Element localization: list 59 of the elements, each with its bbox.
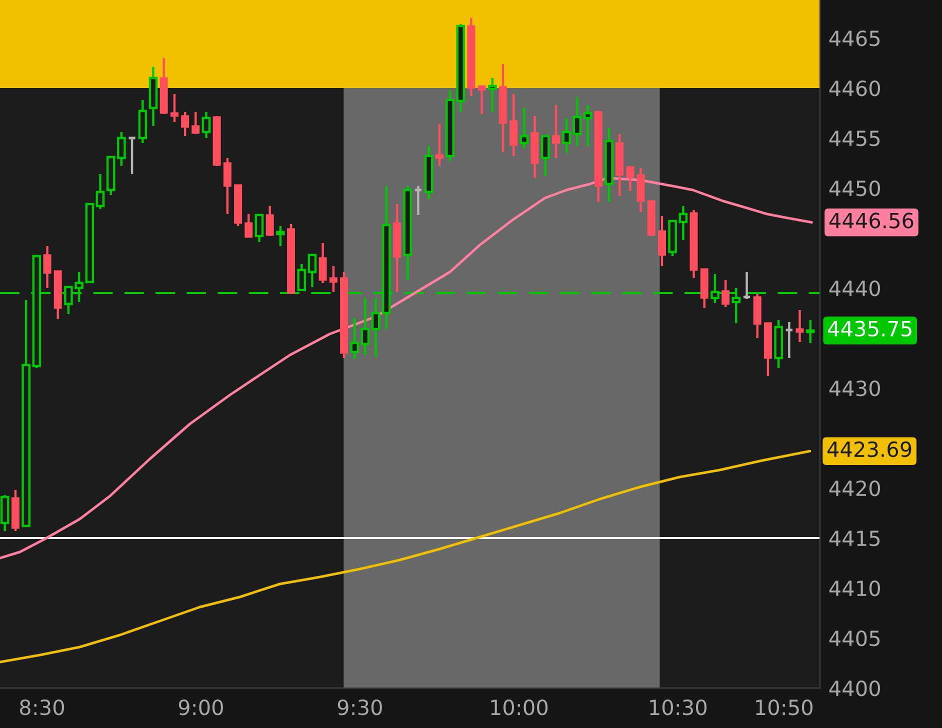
candlestick (520, 106, 529, 150)
candlestick (254, 214, 264, 244)
x-tick-label: 10:00 (491, 699, 548, 716)
candlestick (784, 320, 794, 360)
candlestick (202, 110, 211, 140)
y-tick-label: 4405 (829, 630, 880, 646)
x-tick-label: 9:00 (178, 699, 223, 716)
candlestick (170, 92, 178, 124)
candlestick (540, 134, 550, 178)
line-series (0, 450, 812, 664)
y-tick-label: 4420 (829, 480, 880, 496)
annotation: 4446.56 (829, 212, 914, 228)
candlestick (510, 92, 518, 158)
candlestick (488, 76, 497, 114)
y-tick-label: 4465 (829, 30, 880, 46)
x-tick-label: 10:50 (756, 699, 812, 716)
candlestick (572, 96, 582, 148)
y-tick-label: 4460 (829, 80, 880, 96)
x-tick-label: 8:30 (20, 699, 64, 716)
candlestick (329, 264, 338, 294)
candlestick (414, 184, 423, 216)
candlestick (583, 104, 592, 148)
y-tick-label: 4430 (829, 380, 880, 396)
candlestick (658, 214, 666, 268)
candlestick (552, 104, 560, 160)
candlestick (308, 254, 317, 288)
annotation: 4423.69 (828, 441, 912, 458)
y-tick-label: 4410 (829, 580, 880, 596)
candlestick (96, 172, 105, 210)
x-tick-label: 10:30 (650, 699, 707, 716)
candlestick (562, 116, 571, 154)
candlestick (371, 296, 380, 358)
candlestick (318, 242, 327, 284)
y-tick-label: 4415 (829, 530, 880, 546)
candlestick (223, 156, 232, 216)
annotation: 4435.75 (828, 320, 912, 337)
candlestick (276, 224, 285, 248)
y-tick-label: 4400 (829, 680, 880, 696)
x-tick-label: 9:30 (338, 699, 382, 716)
y-tick-label: 4440 (829, 280, 880, 296)
candlestick (244, 212, 253, 238)
candlestick (128, 136, 137, 176)
candlestick (478, 84, 486, 116)
candlestick (266, 204, 274, 238)
candlestick (360, 296, 370, 356)
y-tick-label: 4455 (829, 130, 880, 146)
candlestick (722, 278, 730, 308)
candlestick (742, 270, 752, 300)
candlestick (43, 244, 52, 290)
candlestick (350, 316, 360, 360)
candlestick (626, 166, 634, 192)
candlestick (435, 122, 444, 168)
candlestick (192, 110, 200, 136)
y-tick-label: 4450 (829, 180, 880, 196)
candlestick (806, 318, 815, 344)
candlestick (678, 204, 688, 242)
candlestick (181, 110, 190, 138)
candlestick (796, 308, 804, 344)
line-series (0, 176, 813, 560)
